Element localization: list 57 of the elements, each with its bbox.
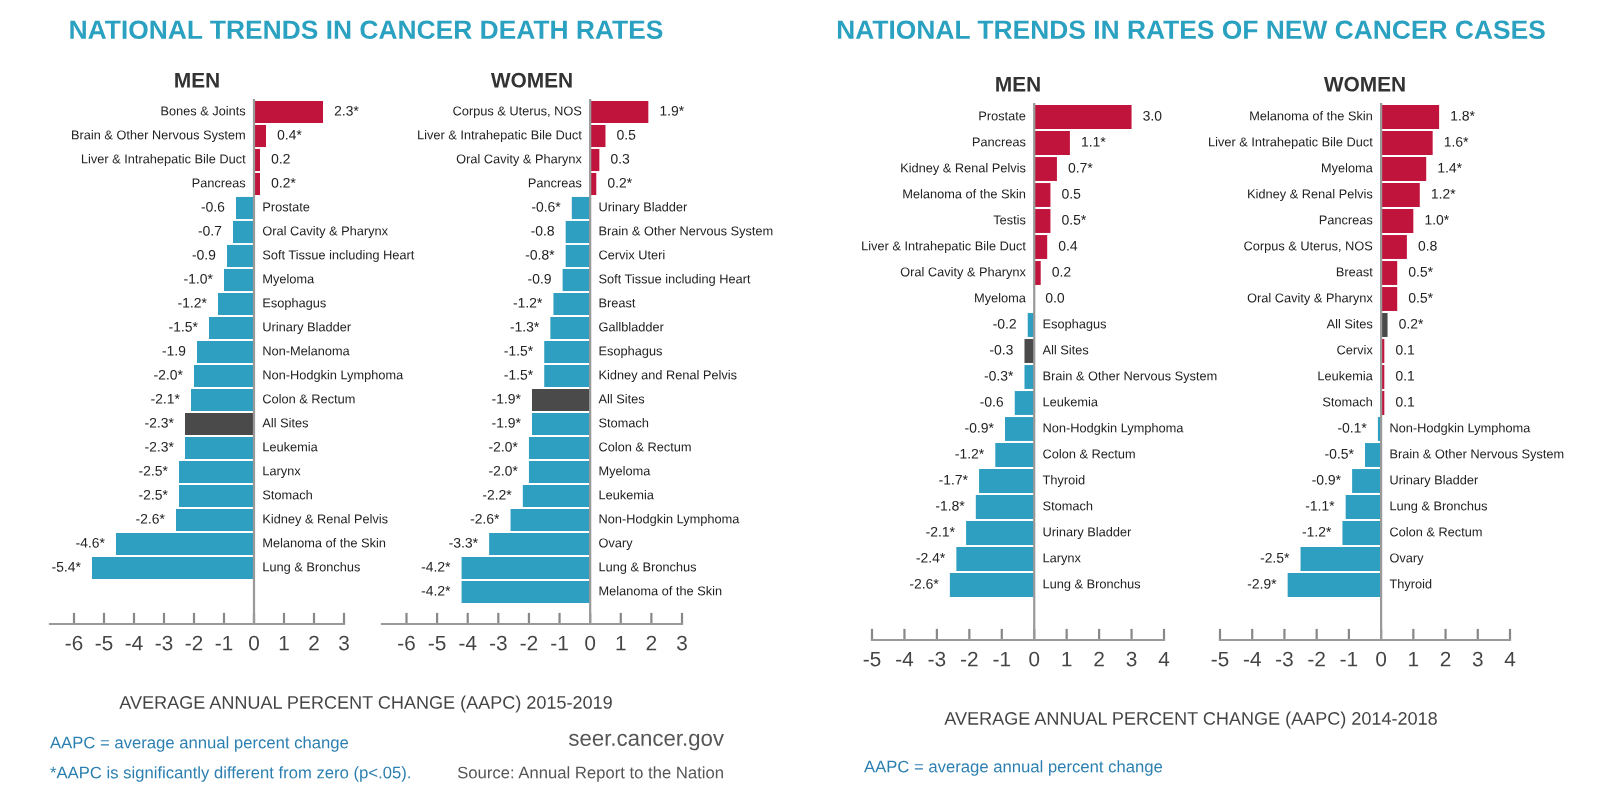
x-tick-label: 3 — [1472, 651, 1483, 667]
x-tick-label: -2 — [520, 635, 538, 651]
x-tick-label: -1 — [551, 635, 568, 651]
chart-subtitle: WOMEN — [1323, 76, 1405, 92]
x-tick-label: -5 — [863, 651, 881, 667]
bar — [185, 412, 254, 436]
x-tick-label: 1 — [279, 635, 289, 651]
x-tick-label: 4 — [1158, 651, 1170, 667]
chart-title: NATIONAL TRENDS IN CANCER DEATH RATES — [70, 20, 663, 40]
x-tick-label: -4 — [1243, 651, 1261, 667]
chart-subtitle: WOMEN — [490, 72, 572, 88]
x-tick-label: -6 — [65, 635, 83, 651]
source-note: Source: Annual Report to the Nation — [457, 766, 723, 782]
x-tick-label: -5 — [428, 635, 446, 651]
text: *AAPC is significantly different from zero (p<.05). — [50, 766, 410, 782]
x-tick-label: 0 — [1029, 651, 1040, 667]
x-tick-label: -4 — [896, 651, 914, 667]
x-axis-title: AVERAGE ANNUAL PERCENT CHANGE (AAPC) 2015-2019 — [119, 695, 612, 713]
x-tick-label: -1 — [215, 635, 233, 651]
x-tick-label: 0 — [249, 635, 259, 651]
x-tick-label: 3 — [1126, 651, 1137, 667]
chart-title: NATIONAL TRENDS IN RATES OF NEW CANCER CASES — [837, 20, 1545, 40]
x-tick-label: -4 — [459, 635, 477, 651]
bar — [1024, 339, 1035, 363]
x-axis-title: AVERAGE ANNUAL PERCENT CHANGE (AAPC) 2014-2018 — [944, 711, 1437, 729]
x-tick-label: -2 — [961, 651, 978, 667]
x-tick-label: -2 — [1308, 651, 1325, 667]
x-tick-label: -4 — [125, 635, 143, 651]
x-tick-label: 2 — [1094, 651, 1104, 667]
bar — [532, 388, 591, 412]
x-tick-label: -2 — [185, 635, 203, 651]
text: AAPC = average annual percent change — [50, 736, 349, 752]
x-tick-label: -3 — [1276, 651, 1293, 667]
x-tick-label: 2 — [646, 635, 657, 651]
text: AAPC = average annual percent change — [864, 760, 1163, 776]
x-tick-label: -3 — [928, 651, 946, 667]
x-tick-label: 3 — [339, 635, 349, 651]
x-tick-label: 2 — [1440, 651, 1451, 667]
x-tick-label: 2 — [309, 635, 319, 651]
x-tick-label: 0 — [585, 635, 596, 651]
bar — [1381, 313, 1388, 337]
text: seer.cancer.gov — [568, 733, 724, 751]
x-tick-label: -1 — [993, 651, 1011, 667]
chart-subtitle: MEN — [996, 77, 1040, 92]
x-tick-label: -1 — [1340, 651, 1358, 667]
x-tick-label: -5 — [1211, 651, 1229, 667]
chart-subtitle: MEN — [175, 73, 219, 88]
x-tick-label: 3 — [677, 635, 687, 651]
x-tick-label: -3 — [155, 635, 173, 651]
x-tick-label: 1 — [616, 635, 626, 651]
x-tick-label: -6 — [398, 635, 415, 651]
x-tick-label: 0 — [1376, 651, 1387, 667]
x-tick-label: -5 — [95, 635, 113, 651]
x-tick-label: 4 — [1504, 651, 1516, 667]
x-tick-label: -3 — [489, 635, 507, 651]
x-tick-label: 1 — [1409, 651, 1419, 667]
x-tick-label: 1 — [1062, 651, 1072, 667]
